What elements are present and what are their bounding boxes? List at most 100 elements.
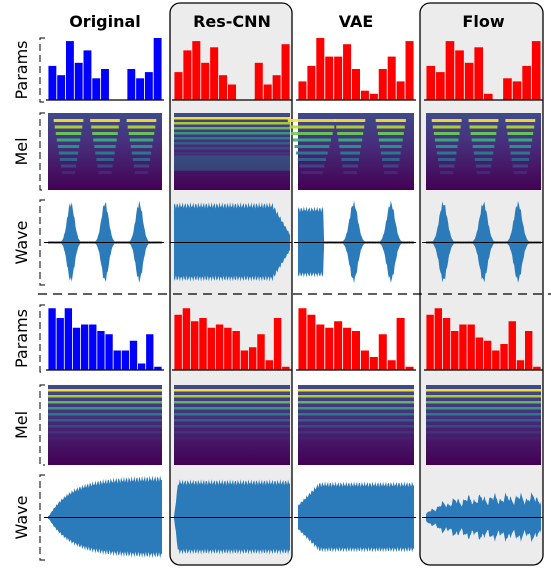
mel-harmonic	[475, 164, 492, 168]
bar	[89, 324, 97, 370]
mel-harmonic	[174, 389, 290, 392]
mel-harmonic	[436, 151, 457, 155]
bar	[64, 308, 73, 370]
bar	[101, 69, 109, 100]
mel-harmonic	[513, 171, 527, 174]
bar	[316, 38, 325, 100]
bar	[154, 366, 162, 370]
row-bracket	[39, 199, 45, 286]
mel-harmonic	[379, 145, 402, 148]
bar	[325, 327, 334, 370]
mel-harmonic	[127, 125, 156, 129]
mel-harmonic	[512, 164, 529, 168]
mel-harmonic	[48, 419, 162, 422]
bar	[129, 340, 138, 370]
bar	[474, 47, 484, 100]
mel-harmonic	[381, 158, 400, 161]
bar	[265, 360, 274, 370]
bar	[192, 41, 201, 100]
bar	[199, 318, 207, 370]
mel-harmonic	[55, 132, 82, 135]
mel-harmonic	[426, 395, 541, 398]
waveform	[298, 481, 414, 553]
mel-harmonic	[335, 119, 366, 122]
mel-harmonic	[383, 164, 399, 168]
mel-harmonic	[298, 419, 414, 422]
mel-harmonic	[174, 132, 290, 135]
bar	[369, 357, 378, 370]
bar	[405, 41, 414, 100]
bar	[153, 38, 162, 100]
bar	[426, 65, 436, 100]
bar	[207, 327, 216, 370]
column-title: Flow	[462, 12, 504, 31]
mel-harmonic	[337, 132, 364, 135]
mel-harmonic	[426, 413, 541, 416]
bar	[92, 78, 101, 100]
mel-harmonic	[375, 119, 406, 122]
row-bracket	[39, 112, 45, 191]
mel-harmonic	[174, 395, 290, 398]
mel-harmonic	[126, 119, 157, 122]
bar	[273, 318, 282, 370]
bar	[459, 324, 467, 370]
mel-harmonic	[338, 138, 363, 142]
mel-harmonic	[298, 425, 414, 428]
mel-harmonic	[474, 158, 493, 161]
bar	[522, 65, 531, 100]
mel-harmonic	[94, 145, 116, 148]
bar	[48, 65, 57, 100]
mel-harmonic	[505, 119, 536, 122]
bar	[74, 62, 83, 100]
mel-harmonic	[291, 132, 333, 135]
bar	[56, 318, 64, 370]
mel-harmonic	[61, 171, 76, 174]
mel-harmonic	[48, 401, 162, 404]
mel-harmonic	[131, 151, 152, 155]
mel-harmonic	[174, 117, 290, 120]
bar	[281, 44, 290, 100]
bar	[72, 327, 81, 370]
mel-harmonic	[96, 158, 114, 161]
mel-harmonic	[507, 132, 534, 135]
mel-harmonic	[298, 401, 414, 404]
mel-harmonic	[91, 125, 119, 129]
mel-harmonic	[174, 147, 290, 150]
bar	[436, 72, 445, 100]
bar	[434, 308, 443, 370]
bar	[240, 350, 249, 370]
bar	[298, 81, 307, 100]
waveform	[48, 475, 162, 559]
bar	[232, 331, 240, 370]
bar	[227, 84, 237, 100]
mel-harmonic	[470, 132, 497, 135]
waveform	[174, 202, 290, 282]
waveform	[298, 200, 414, 284]
bar	[503, 78, 512, 100]
mel-harmonic	[426, 389, 541, 392]
bar	[307, 314, 316, 370]
bar	[282, 366, 290, 370]
bar	[387, 56, 396, 100]
column-title: Original	[69, 12, 141, 31]
bar	[146, 334, 154, 370]
bar	[272, 75, 281, 100]
mel-harmonic	[57, 145, 80, 148]
mel-harmonic	[438, 164, 455, 168]
bar	[334, 321, 343, 370]
row-label: Params	[12, 40, 31, 99]
bar	[442, 318, 451, 370]
bar	[219, 75, 228, 100]
row-bracket	[39, 37, 45, 103]
mel-harmonic	[296, 151, 328, 155]
mel-harmonic	[473, 151, 494, 155]
bar	[405, 366, 414, 370]
mel-harmonic	[289, 125, 335, 129]
mel-harmonic	[336, 125, 365, 129]
mel-harmonic	[435, 145, 458, 148]
waveform	[426, 200, 541, 283]
mel-harmonic	[298, 407, 414, 410]
bar	[360, 90, 369, 100]
bar	[464, 62, 474, 100]
